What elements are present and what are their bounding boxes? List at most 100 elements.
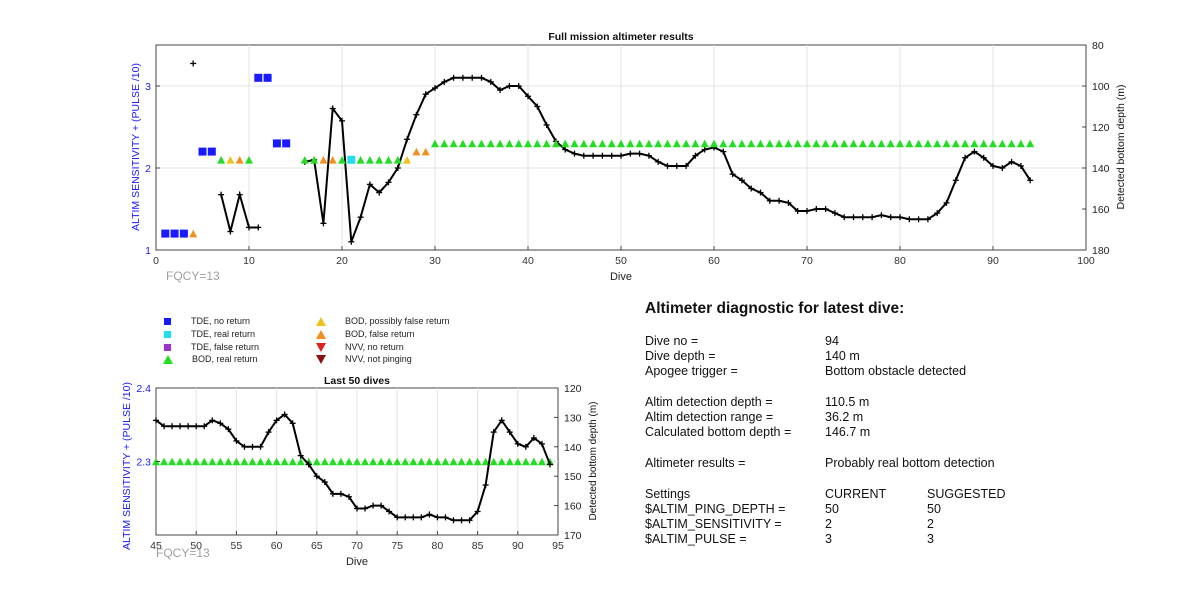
altim-marker [514,139,523,148]
diagnostic-label: Altimeter results = [645,456,746,470]
altim-marker [617,139,625,148]
altim-marker [179,229,188,238]
altim-marker [691,139,700,148]
altim-marker [200,457,209,466]
depth-point [289,420,296,427]
depth-point [402,514,409,521]
depth-point [498,417,505,424]
legend-item: BOD, false return [316,329,415,340]
settings-current-value: 50 [825,502,839,516]
depth-point [376,189,383,196]
x-tick-label: 60 [271,540,283,552]
altim-marker [635,139,644,148]
altim-marker [319,156,328,164]
settings-header-current: CURRENT [825,487,887,501]
altim-marker [654,139,663,148]
altim-marker [256,457,265,466]
depth-point [813,206,820,212]
depth-point [273,417,280,424]
x-tick-label: 40 [522,255,534,267]
settings-suggested-value: 2 [927,517,934,531]
depth-point [404,136,411,143]
depth-point [841,214,848,221]
altim-marker [793,139,802,148]
altim-marker [198,147,207,156]
altim-marker [458,139,467,148]
diagnostic-value: 36.2 m [825,410,864,424]
altim-marker [384,156,393,164]
depth-point [490,429,497,436]
depth-point [458,517,465,524]
altim-marker [961,139,970,148]
depth-point [185,423,192,430]
y-right-tick-label: 180 [1092,245,1110,257]
depth-point [599,152,606,159]
square-marker-icon [164,331,171,339]
depth-point [474,508,481,515]
depth-point [794,208,801,215]
altim-marker [830,139,839,148]
depth-point [478,74,485,81]
legend-label: NVV, not pinging [345,354,412,364]
altim-marker [896,139,904,148]
depth-point [692,152,699,159]
altim-marker [409,457,418,466]
altim-marker [431,139,439,148]
y-right-tick-label: 120 [1092,122,1110,134]
depth-point [339,117,345,124]
depth-point [469,74,476,81]
depth-point [385,179,392,186]
depth-point [636,150,643,157]
depth-point [915,216,922,223]
altim-marker [224,457,233,466]
depth-point [422,91,429,98]
depth-point [514,440,521,447]
depth-point [738,177,745,184]
diagnostic-label: Dive depth = [645,349,716,363]
depth-point [329,105,336,112]
depth-point [217,420,224,427]
depth-point [201,423,208,430]
legend-label: TDE, no return [191,316,251,326]
depth-point [329,490,336,497]
altim-marker [803,139,811,148]
altim-marker [737,139,746,148]
diagnostic-label: Dive no = [645,334,699,348]
y-right-tick-label: 160 [1092,204,1110,216]
settings-label: $ALTIM_PING_DEPTH = [645,502,786,516]
y-right-tick-label: 130 [564,412,582,424]
altim-marker [226,156,235,164]
legend-item: TDE, real return [164,329,255,339]
depth-point [426,511,433,518]
altim-marker [537,457,546,466]
depth-point [177,423,184,430]
altim-marker [425,457,434,466]
altim-marker [513,457,522,466]
depth-point [370,502,377,509]
y-left-tick-label: 2.4 [136,383,151,395]
altim-marker [347,155,356,164]
depth-point [153,417,159,424]
altim-marker [232,457,241,466]
altim-marker [248,457,257,466]
depth-point [850,214,857,221]
x-tick-label: 60 [708,255,720,267]
legend: TDE, no return TDE, real return TDE, fal… [160,316,490,366]
altim-marker [161,229,170,238]
altim-marker [245,156,253,164]
diagnostic-value: 140 m [825,349,860,363]
altim-marker [533,139,542,148]
x-tick-label: 90 [512,540,524,552]
x-tick-label: 75 [391,540,403,552]
diagnostic-value: 94 [825,334,839,348]
depth-point [580,152,587,159]
x-tick-label: 10 [243,255,255,267]
depth-point [655,158,662,165]
legend-label: NVV, no return [345,342,404,352]
altim-marker [551,139,560,148]
altim-marker [421,147,430,156]
depth-point [571,150,578,157]
altim-marker [784,139,793,148]
altim-marker [457,457,466,466]
altim-marker [868,139,877,148]
